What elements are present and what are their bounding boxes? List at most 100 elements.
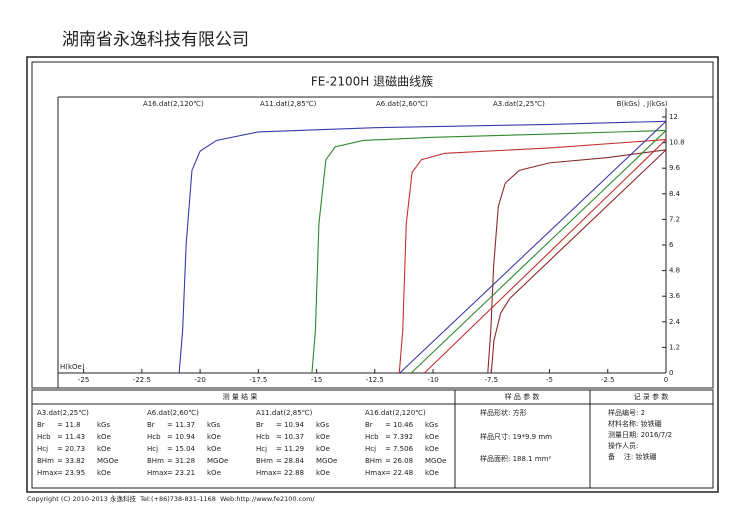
y-axis-label: J(kGs) bbox=[646, 100, 668, 108]
x-tick-label: 0 bbox=[664, 376, 668, 384]
result-unit: kOe bbox=[207, 433, 221, 441]
result-eq: = bbox=[385, 445, 391, 453]
result-unit: MGOe bbox=[97, 457, 118, 465]
outer-frame bbox=[26, 56, 719, 493]
series-label: A16.dat(2,120℃) bbox=[143, 100, 204, 108]
y-tick-label: 6 bbox=[669, 241, 674, 249]
result-value: 7.392 bbox=[393, 433, 413, 441]
y-axis-label-sep: , bbox=[643, 100, 645, 108]
result-value: 11.37 bbox=[175, 421, 195, 429]
result-label: Hcb bbox=[256, 433, 270, 441]
result-value: 11.29 bbox=[284, 445, 304, 453]
result-eq: = bbox=[167, 469, 173, 477]
x-tick-label: -17.5 bbox=[249, 376, 267, 384]
result-name: A6.dat(2,60℃) bbox=[147, 409, 199, 417]
curve bbox=[399, 120, 667, 374]
result-label: Hmax bbox=[365, 469, 386, 477]
result-label: Hmax bbox=[256, 469, 277, 477]
y-axis-label: B(kGs) bbox=[617, 100, 641, 108]
result-value: 33.82 bbox=[65, 457, 85, 465]
result-value: 11.8 bbox=[65, 421, 81, 429]
result-value: 10.94 bbox=[175, 433, 196, 441]
result-label: Hcb bbox=[147, 433, 161, 441]
result-unit: kGs bbox=[316, 421, 329, 429]
sample-item: 样品尺寸: 19*9.9 mm bbox=[480, 432, 552, 441]
company-title: 湖南省永逸科技有限公司 bbox=[62, 30, 249, 50]
result-label: Hcj bbox=[37, 445, 48, 453]
result-eq: = bbox=[167, 433, 173, 441]
y-tick-label: 3.6 bbox=[669, 292, 681, 300]
result-unit: kOe bbox=[425, 445, 439, 453]
result-eq: = bbox=[167, 421, 173, 429]
result-eq: = bbox=[167, 445, 173, 453]
y-tick-label: 1.2 bbox=[669, 343, 680, 351]
result-eq: = bbox=[276, 457, 282, 465]
result-eq: = bbox=[276, 421, 282, 429]
result-value: 22.48 bbox=[393, 469, 413, 477]
result-unit: kGs bbox=[425, 421, 438, 429]
result-eq: = bbox=[385, 421, 391, 429]
result-label: Hcj bbox=[365, 445, 376, 453]
result-unit: kOe bbox=[425, 433, 439, 441]
result-name: A11.dat(2,85℃) bbox=[256, 409, 313, 417]
result-unit: kOe bbox=[207, 469, 221, 477]
record-item: 操作人员: bbox=[608, 441, 638, 450]
result-eq: = bbox=[276, 445, 282, 453]
result-unit: MGOe bbox=[316, 457, 337, 465]
result-unit: kOe bbox=[316, 433, 330, 441]
record-item: 测量日期: 2016/7/2 bbox=[608, 431, 672, 439]
result-value: 7.506 bbox=[393, 445, 414, 453]
curve bbox=[487, 149, 667, 374]
result-unit: MGOe bbox=[425, 457, 446, 465]
x-tick-label: -7.5 bbox=[484, 376, 498, 384]
result-unit: kOe bbox=[316, 445, 330, 453]
y-tick-label: 8.4 bbox=[669, 190, 681, 198]
result-unit: kOe bbox=[97, 469, 111, 477]
record-item: 备 注: 钕铁硼 bbox=[608, 452, 656, 461]
result-value: 10.94 bbox=[284, 421, 305, 429]
result-label: Br bbox=[37, 421, 45, 429]
result-value: 26.08 bbox=[393, 457, 413, 465]
x-tick-label: -15 bbox=[311, 376, 322, 384]
table-frame bbox=[31, 389, 714, 489]
sample-item: 样品面积: 188.1 mm² bbox=[480, 454, 551, 463]
footer: Copyright (C) 2010-2013 永逸科技 Tel:(+86)73… bbox=[27, 494, 315, 503]
result-eq: = bbox=[57, 469, 63, 477]
sample-title: 样 品 参 数 bbox=[505, 392, 540, 401]
x-tick-label: -10 bbox=[427, 376, 438, 384]
result-value: 23.21 bbox=[175, 469, 195, 477]
result-value: 28.84 bbox=[284, 457, 305, 465]
result-eq: = bbox=[385, 457, 391, 465]
result-value: 23.95 bbox=[65, 469, 85, 477]
result-eq: = bbox=[57, 433, 63, 441]
x-tick-label: -22.5 bbox=[133, 376, 151, 384]
result-value: 22.88 bbox=[284, 469, 304, 477]
result-unit: kOe bbox=[97, 433, 111, 441]
result-label: Br bbox=[256, 421, 264, 429]
result-value: 15.04 bbox=[175, 445, 196, 453]
result-value: 11.43 bbox=[65, 433, 85, 441]
results-title: 测 量 结 果 bbox=[223, 392, 258, 401]
result-eq: = bbox=[57, 445, 63, 453]
result-value: 10.46 bbox=[393, 421, 414, 429]
result-label: Hmax bbox=[147, 469, 168, 477]
result-label: Hcb bbox=[365, 433, 379, 441]
result-label: BHm bbox=[365, 457, 382, 465]
curve bbox=[490, 149, 667, 374]
result-label: Hcb bbox=[37, 433, 51, 441]
result-eq: = bbox=[385, 469, 391, 477]
x-tick-label: -25 bbox=[78, 376, 89, 384]
y-tick-label: 9.6 bbox=[669, 164, 681, 172]
result-unit: kGs bbox=[207, 421, 220, 429]
x-tick-label: -12.5 bbox=[366, 376, 384, 384]
y-tick-label: 12 bbox=[669, 113, 678, 121]
result-label: BHm bbox=[256, 457, 273, 465]
result-eq: = bbox=[385, 433, 391, 441]
result-name: A16.dat(2,120℃) bbox=[365, 409, 426, 417]
curve bbox=[424, 139, 667, 374]
result-unit: kOe bbox=[425, 469, 439, 477]
y-tick-label: 10.8 bbox=[669, 139, 685, 147]
record-title: 记 录 参 数 bbox=[634, 392, 669, 401]
x-tick-label: -20 bbox=[194, 376, 205, 384]
